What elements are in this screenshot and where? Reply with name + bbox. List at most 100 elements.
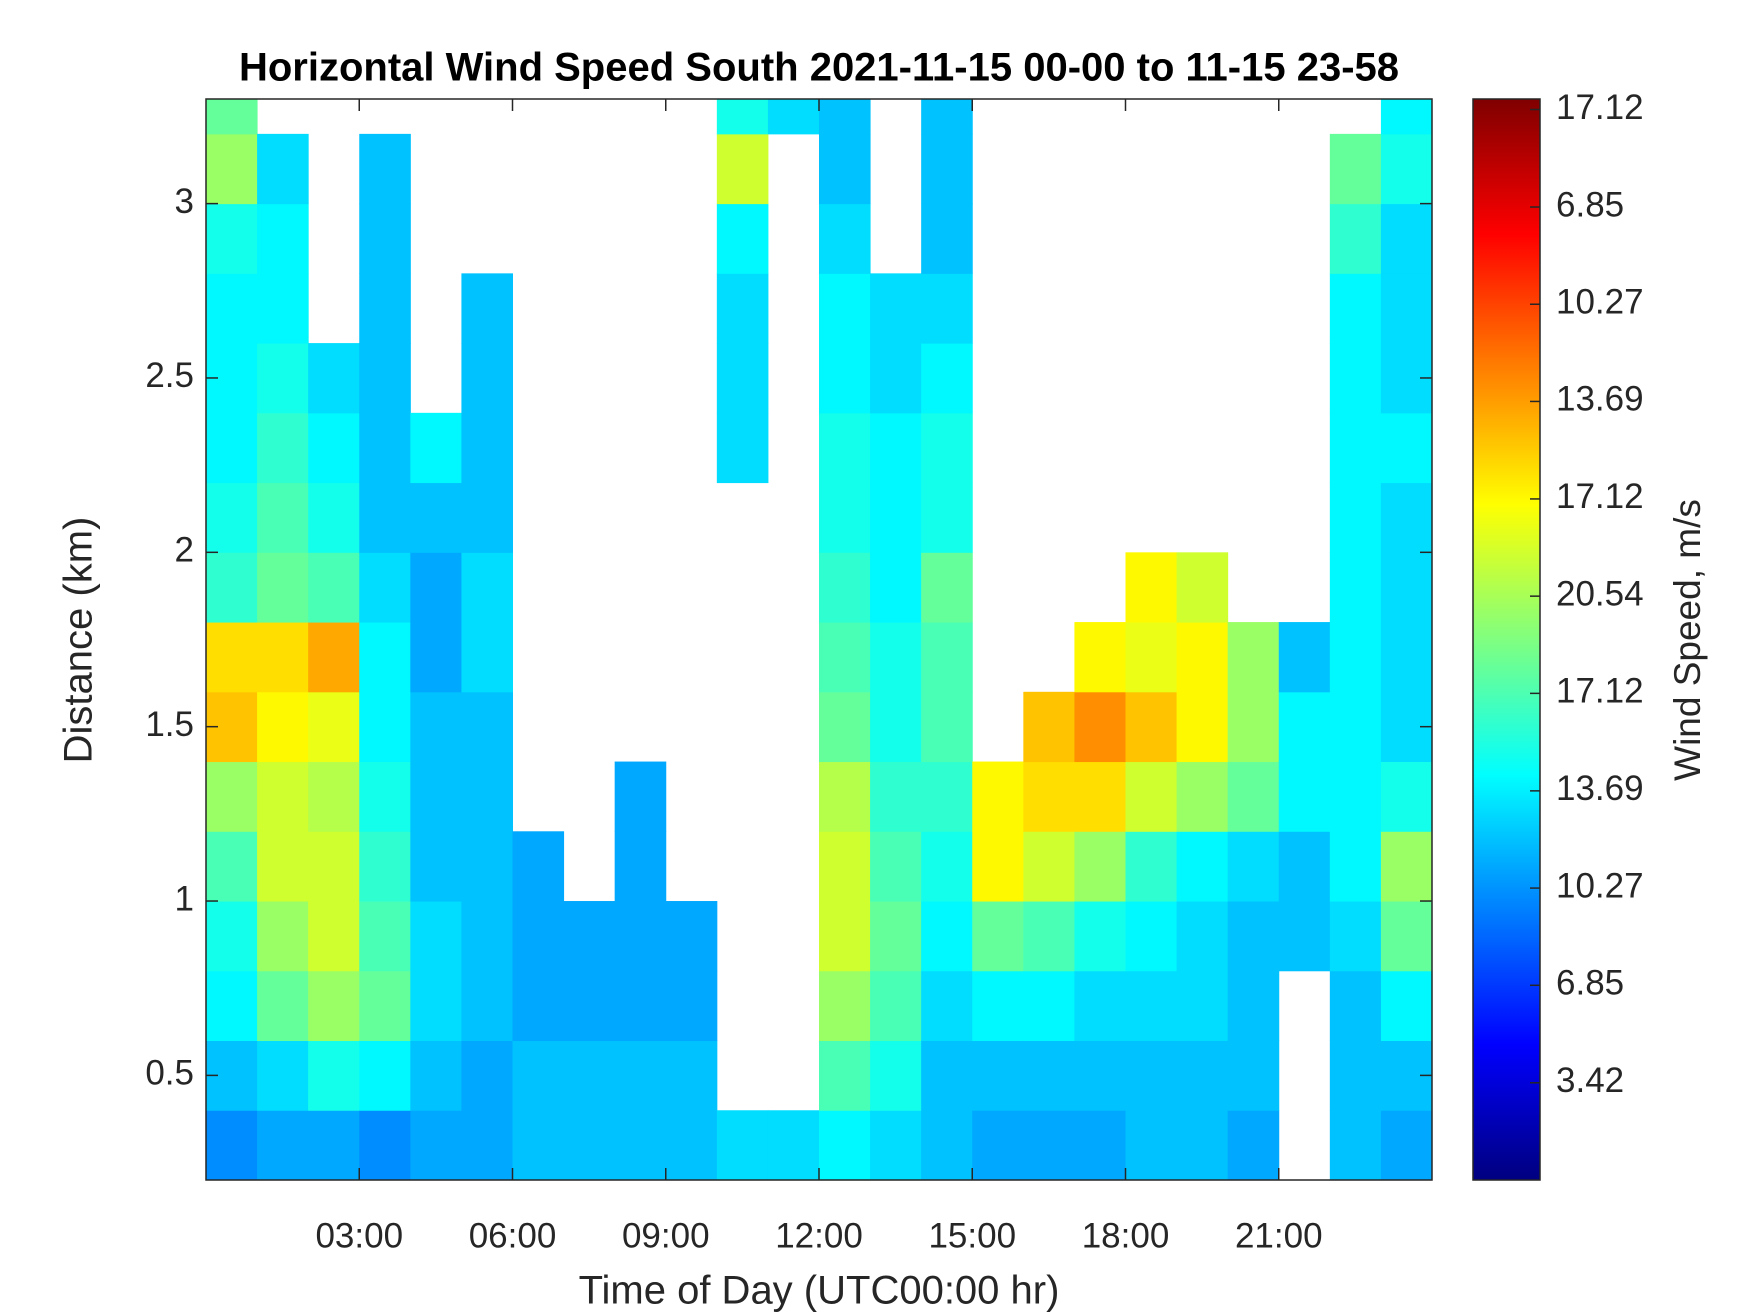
x-tick-label: 15:00 <box>928 1216 1016 1255</box>
x-tick-label: 21:00 <box>1235 1216 1323 1255</box>
heat-cell <box>410 1040 462 1111</box>
heat-cell <box>512 1040 565 1111</box>
heat-cell <box>716 203 769 274</box>
heat-cell <box>1125 970 1178 1042</box>
heat-cell <box>665 1110 718 1181</box>
heat-cell <box>921 1040 973 1111</box>
heat-cell <box>921 831 973 902</box>
heat-cell <box>461 831 513 902</box>
heat-cell <box>819 761 871 832</box>
colorbar-tick-label: 3.42 <box>1556 1061 1624 1100</box>
colorbar-tick-label: 17.12 <box>1556 672 1644 711</box>
heat-cell <box>665 901 718 972</box>
y-tick-label: 0.5 <box>145 1054 194 1093</box>
heat-cell <box>921 203 973 274</box>
heat-cell <box>870 622 922 693</box>
heat-cell <box>359 691 411 763</box>
heat-cell <box>206 761 258 832</box>
heat-cell <box>921 970 973 1042</box>
heat-cell <box>359 1040 411 1111</box>
heat-cell <box>819 203 871 274</box>
heat-cell <box>1380 273 1433 344</box>
x-tick-label: 18:00 <box>1082 1216 1170 1255</box>
heat-cell <box>257 1040 309 1111</box>
heat-cell <box>1176 970 1229 1042</box>
heat-cell <box>1176 552 1229 623</box>
heat-cell <box>972 901 1024 972</box>
heat-cell <box>716 99 769 135</box>
heat-cell <box>921 273 973 344</box>
heat-cell <box>1125 552 1178 623</box>
heat-cell <box>1074 1040 1126 1111</box>
colorbar <box>1472 98 1541 1181</box>
heat-cell <box>921 412 973 484</box>
heat-cell <box>1329 133 1382 205</box>
colorbar-tick-label: 13.69 <box>1556 380 1644 419</box>
heat-cell <box>1023 831 1075 902</box>
heat-cell <box>257 482 309 553</box>
heat-cell <box>716 1110 769 1181</box>
heat-cell <box>716 412 769 484</box>
heat-cell <box>1380 552 1433 623</box>
heat-cell <box>257 622 309 693</box>
heat-cell <box>206 412 258 484</box>
heat-cell <box>1227 831 1280 902</box>
colorbar-label: Wind Speed, m/s <box>1667 499 1708 781</box>
heat-cell <box>461 343 513 414</box>
heat-cell <box>870 901 922 972</box>
heat-cell <box>1329 203 1382 274</box>
heat-cell <box>921 99 973 135</box>
heat-cell <box>819 412 871 484</box>
heat-cell <box>257 1110 309 1181</box>
heat-cell <box>410 691 462 763</box>
heat-cell <box>1074 691 1126 763</box>
heat-cell <box>1023 761 1075 832</box>
heat-cell <box>819 831 871 902</box>
heat-cell <box>461 1040 513 1111</box>
heat-cell <box>870 1040 922 1111</box>
heat-cell <box>206 970 258 1042</box>
heat-cell <box>819 691 871 763</box>
colorbar-tick-label: 13.69 <box>1556 769 1644 808</box>
x-tick-label: 03:00 <box>315 1216 403 1255</box>
heat-cell <box>1329 691 1382 763</box>
heat-cell <box>308 901 360 972</box>
heat-cell <box>512 1110 565 1181</box>
heat-cell <box>308 970 360 1042</box>
heat-cell <box>359 622 411 693</box>
heat-cell <box>410 412 462 484</box>
heat-cell <box>359 761 411 832</box>
heat-cell <box>308 1040 360 1111</box>
heat-cell <box>1380 1110 1433 1181</box>
y-axis-label: Distance (km) <box>57 517 101 764</box>
heat-cell <box>461 412 513 484</box>
heat-cell <box>206 622 258 693</box>
heat-cell <box>206 203 258 274</box>
heat-cell <box>870 761 922 832</box>
heat-cell <box>819 970 871 1042</box>
heat-cell <box>1329 1040 1382 1111</box>
heat-cell <box>819 343 871 414</box>
heat-cell <box>716 133 769 205</box>
heat-cell <box>359 1110 411 1181</box>
heat-cell <box>257 831 309 902</box>
heat-cell <box>461 482 513 553</box>
heat-cell <box>512 901 565 972</box>
heat-cell <box>563 901 616 972</box>
heat-cell <box>206 831 258 902</box>
y-tick-label: 2.5 <box>145 356 194 395</box>
heat-cell <box>1380 99 1433 135</box>
heat-cell <box>1074 831 1126 902</box>
colorbar-tick-label: 10.27 <box>1556 282 1644 321</box>
heat-cell <box>308 482 360 553</box>
heat-cell <box>1278 831 1331 902</box>
heat-cell <box>1125 622 1178 693</box>
y-tick-label: 1 <box>175 879 194 918</box>
heat-cell <box>257 133 309 205</box>
heat-cell <box>308 831 360 902</box>
heat-cell <box>1329 761 1382 832</box>
heat-cell <box>819 552 871 623</box>
heat-cell <box>257 970 309 1042</box>
heat-cell <box>921 552 973 623</box>
colorbar-tick-label: 17.12 <box>1556 477 1644 516</box>
